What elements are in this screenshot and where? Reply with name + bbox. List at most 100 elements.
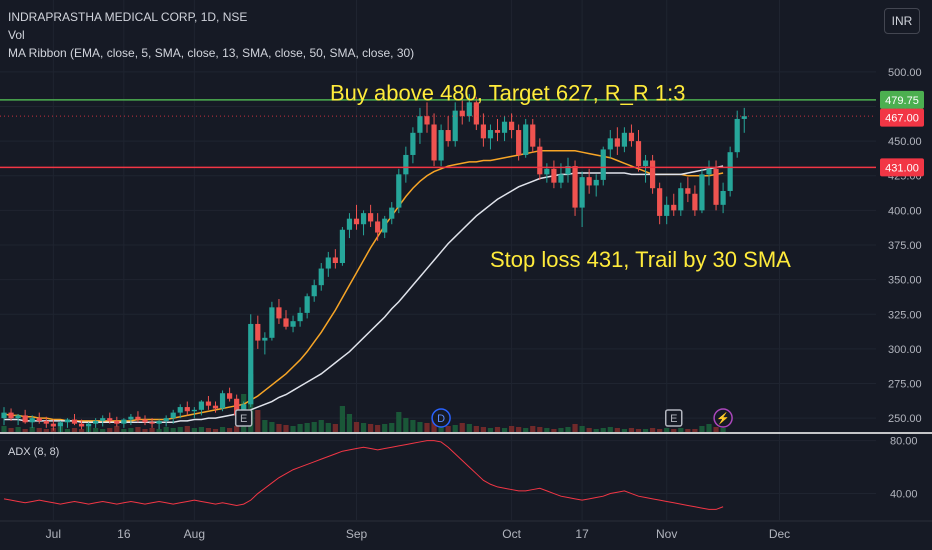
candle-body	[219, 393, 226, 409]
time-tick-label: 16	[117, 527, 131, 541]
candle-body	[635, 141, 642, 167]
volume-bar	[516, 427, 522, 432]
dividend-icon[interactable]: D	[431, 408, 451, 428]
volume-bar	[558, 428, 564, 432]
time-tick-label: Dec	[769, 527, 790, 541]
candle-body	[396, 174, 402, 208]
lightning-icon[interactable]: ⚡	[713, 408, 733, 428]
candle-body	[628, 132, 635, 142]
candle-body	[579, 177, 585, 208]
time-axis[interactable]: Jul 16 Aug Sep Oct 17 Nov Dec	[0, 520, 932, 541]
volume-bar	[445, 426, 451, 432]
adx-indicator-label[interactable]: ADX (8, 8)	[8, 446, 60, 458]
price-label-text: 431.00	[885, 162, 919, 174]
candle-body	[692, 193, 698, 211]
candle-body	[332, 257, 338, 264]
volume-bar	[607, 427, 613, 432]
candle-body	[212, 405, 219, 409]
volume-bar	[544, 428, 550, 432]
candle-body	[205, 401, 212, 406]
volume-bar	[671, 429, 677, 432]
candle-body	[57, 422, 63, 427]
candle-body	[685, 188, 691, 194]
time-tick-label: Sep	[346, 527, 368, 541]
volume-bar	[621, 429, 627, 432]
earnings-icon[interactable]: E	[665, 409, 683, 427]
candle-body	[431, 124, 437, 161]
candle-body	[466, 102, 472, 117]
volume-bar	[325, 423, 331, 432]
volume-bar	[283, 425, 289, 432]
price-axis[interactable]: 500.00475.00450.00425.00400.00375.00350.…	[876, 0, 932, 550]
event-marker-label: ⚡	[716, 412, 730, 425]
candlesticks	[1, 94, 747, 432]
series-line-sma-30	[3, 150, 724, 422]
candle-body	[360, 213, 367, 225]
volume-bar	[276, 424, 282, 432]
candle-body	[311, 285, 317, 297]
volume-indicator-label[interactable]: Vol	[8, 28, 25, 42]
candle-body	[339, 229, 345, 264]
event-marker-label: E	[240, 413, 247, 425]
volume-bar	[431, 420, 437, 432]
volume-bar	[311, 422, 317, 432]
volume-bar	[664, 428, 670, 432]
volume-bar	[234, 426, 240, 432]
price-label-tag	[880, 108, 924, 127]
volume-bar	[43, 429, 49, 432]
volume-bar	[692, 429, 698, 432]
candle-body	[410, 132, 416, 155]
volume-bar	[318, 420, 324, 432]
volume-bar	[219, 427, 226, 432]
volume-bar	[29, 427, 35, 432]
volume-bar	[107, 428, 113, 432]
earnings-icon[interactable]: E	[234, 409, 253, 427]
volume-bar	[473, 426, 479, 432]
price-label-text: 467.00	[885, 113, 919, 125]
price-tick-label: 500.00	[888, 67, 922, 79]
candle-body	[642, 160, 649, 167]
candle-body	[530, 124, 536, 147]
annotation-text: Stop loss 431, Trail by 30 SMA	[490, 247, 791, 272]
candle-body	[177, 407, 183, 413]
price-tick-label: 450.00	[888, 136, 922, 148]
candle-body	[438, 130, 444, 161]
volume-bar	[706, 424, 712, 432]
candle-body	[1, 412, 7, 419]
candle-body	[325, 257, 331, 269]
volume-bar	[509, 426, 515, 432]
volume-bar	[565, 427, 571, 432]
volume-bar	[114, 426, 120, 432]
volume-bar	[36, 428, 42, 432]
candle-body	[135, 416, 141, 420]
volume-bar	[480, 427, 486, 432]
candle-body	[15, 415, 21, 419]
currency-button[interactable]: INR	[884, 8, 920, 34]
candle-body	[600, 149, 606, 180]
volume-bar	[339, 406, 345, 432]
volume-bar	[452, 425, 458, 432]
ma-ribbon-indicator-label[interactable]: MA Ribbon (EMA, close, 5, SMA, close, 13…	[8, 46, 415, 60]
candle-body	[163, 418, 169, 421]
candle-body	[572, 166, 578, 208]
volume-bar	[572, 424, 578, 432]
candle-body	[269, 307, 275, 338]
volume-bar	[346, 414, 353, 432]
candle-body	[64, 419, 71, 423]
volume-bar	[410, 420, 416, 432]
candle-body	[544, 168, 550, 175]
candle-body	[8, 412, 14, 419]
volume-bar	[353, 422, 360, 432]
candle-body	[720, 190, 726, 205]
candle-body	[142, 419, 148, 423]
symbol-title[interactable]: INDRAPRASTHA MEDICAL CORP, 1D, NSE	[8, 10, 248, 24]
price-lines	[0, 99, 876, 169]
candle-body	[671, 204, 677, 211]
candle-body	[156, 420, 162, 424]
candle-body	[494, 130, 501, 133]
price-label-text: 479.75	[885, 95, 919, 107]
event-markers[interactable]: E D E ⚡	[234, 408, 733, 428]
volume-bar	[163, 427, 169, 432]
volume-bar	[184, 426, 190, 432]
